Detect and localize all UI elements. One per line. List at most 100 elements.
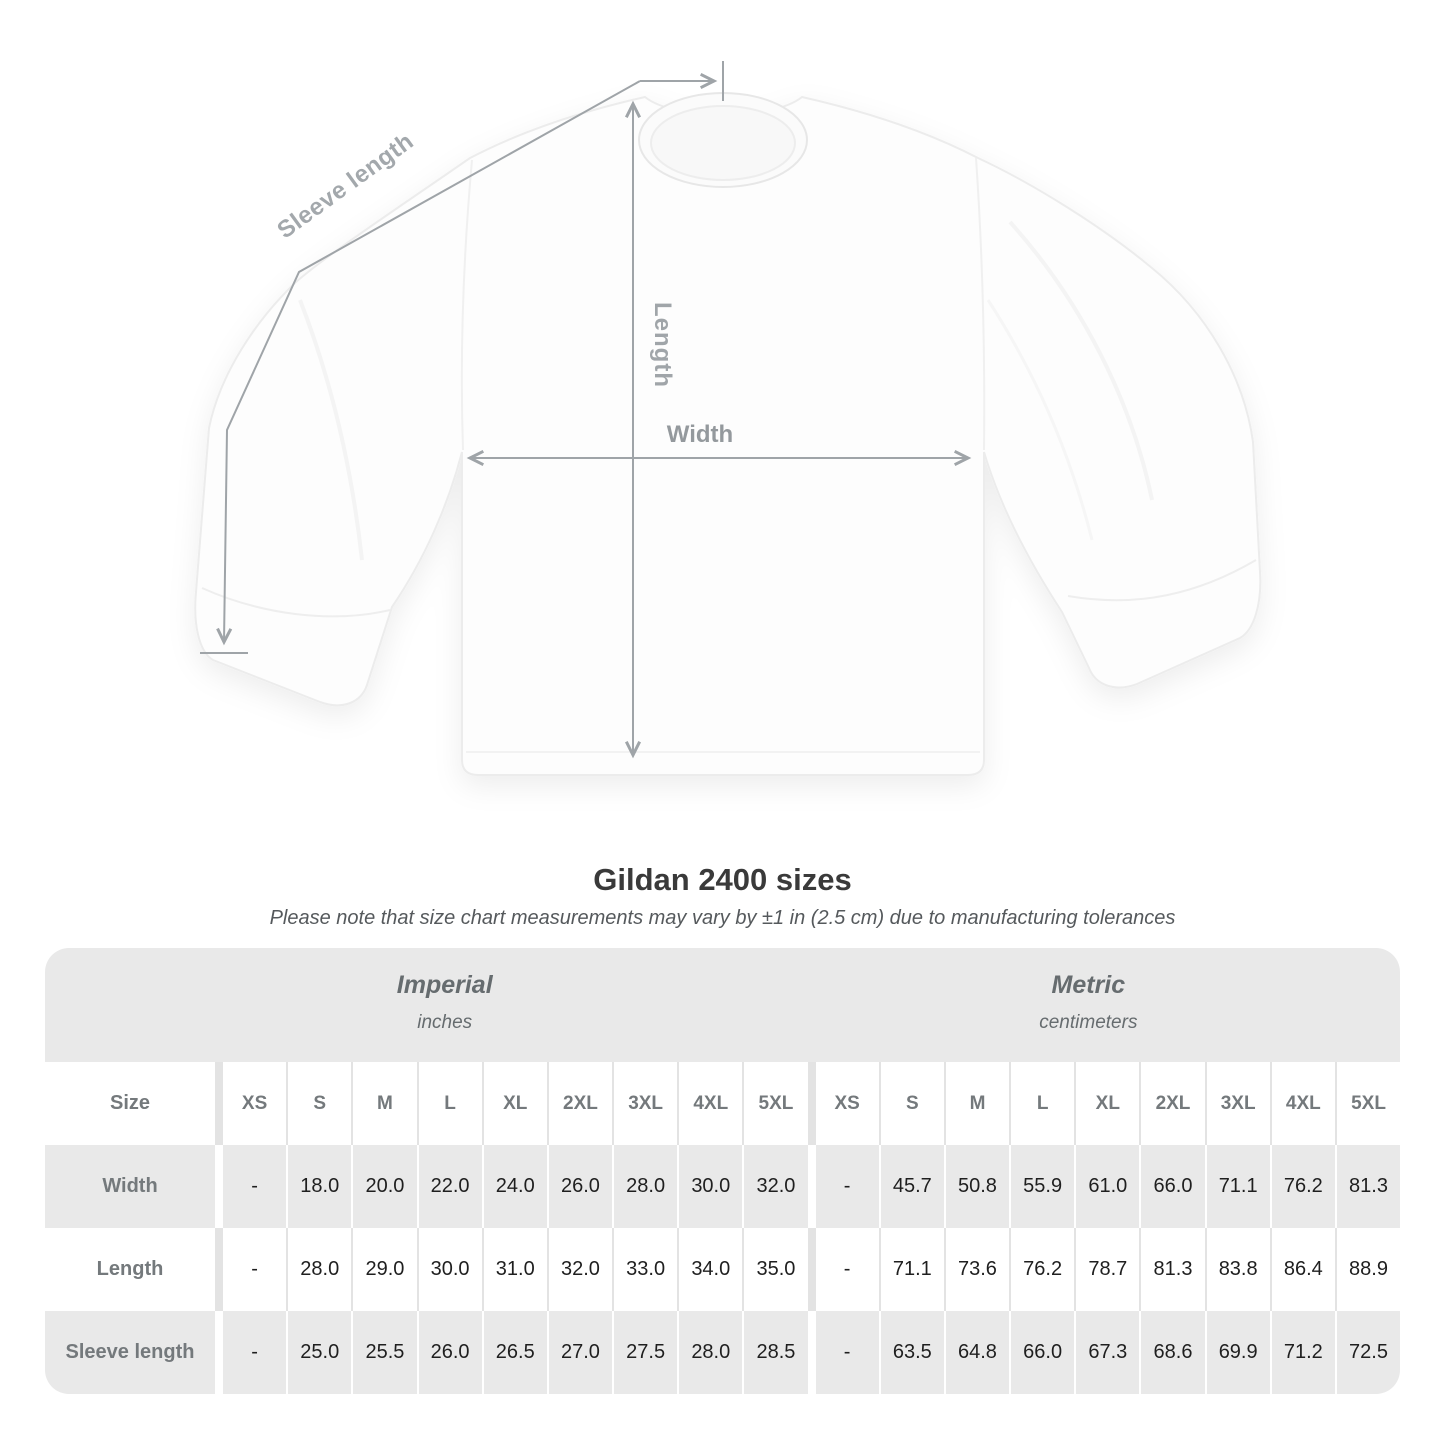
measurement-value-cell: 28.0 [677,1311,742,1394]
size-header-cell: S [878,1062,944,1145]
size-header-cell: 5XL [1334,1062,1400,1145]
column-gap [215,1145,223,1228]
measurement-value-cell: 55.9 [1009,1145,1074,1228]
measurement-value-cell: 88.9 [1334,1228,1400,1311]
column-gap [807,1228,816,1311]
measurement-value-cell: 22.0 [416,1145,482,1228]
column-gap [215,1228,223,1311]
measurement-value-cell: 28.5 [742,1311,807,1394]
size-header-cell: XL [1074,1062,1139,1145]
measurement-value-cell: 31.0 [481,1228,547,1311]
size-row-label: Size [109,1092,151,1114]
measurement-value-cell: 45.7 [878,1145,944,1228]
measurement-value-cell: 78.7 [1074,1228,1139,1311]
column-gap [807,1311,816,1394]
length-label: Length [649,302,676,388]
size-header-cell: 2XL [1139,1062,1204,1145]
measurement-value-cell: 24.0 [481,1145,547,1228]
metric-group-name: Metric [1051,971,1126,999]
measurement-value-cell: 25.0 [286,1311,351,1394]
measurement-value-cell: 81.3 [1139,1228,1204,1311]
measurement-value-cell: 71.1 [878,1228,944,1311]
measurement-value-cell: 27.5 [612,1311,677,1394]
measurement-value-cell: 20.0 [351,1145,416,1228]
size-header-cell: L [1009,1062,1074,1145]
size-header-cell: 4XL [677,1062,742,1145]
table-row: Length - 28.0 29.0 30.0 31.0 32.0 33.0 34.0 35.0 -… [45,1228,1400,1311]
size-header-cell: 5XL [742,1062,807,1145]
size-header-cell: L [416,1062,482,1145]
metric-group-unit: centimeters [1039,1012,1138,1033]
measurement-row-label: Sleeve length [65,1341,195,1363]
measurement-value-cell: 27.0 [546,1311,612,1394]
measurement-value-cell: 26.5 [481,1311,547,1394]
width-label: Width [667,421,733,448]
measurement-value-cell: 72.5 [1334,1311,1400,1394]
measurement-value-cell: 76.2 [1269,1145,1335,1228]
imperial-group-unit: inches [417,1012,473,1033]
size-header-cell: 4XL [1269,1062,1335,1145]
column-gap [215,1062,223,1145]
size-chart-rows: Size XS S M L XL 2XL 3XL 4XL 5XL XS S M L XL 2XL 3XL 4XL 5… [45,1062,1400,1394]
page-title: Gildan 2400 sizes [593,862,852,897]
measurement-value-cell: 66.0 [1009,1311,1074,1394]
measurement-value-cell: 25.5 [351,1311,416,1394]
measurement-value-cell: 29.0 [351,1228,416,1311]
size-header-cell: 3XL [1204,1062,1270,1145]
measurement-value-cell: 68.6 [1139,1311,1204,1394]
measurement-value-cell: 71.2 [1269,1311,1335,1394]
column-gap [215,1311,223,1394]
table-row: Sleeve length -25.0 25.5 26.0 26.5 27.0 27.5 28… [45,1311,1400,1394]
size-header-cell: 2XL [546,1062,612,1145]
column-gap [807,1145,816,1228]
unit-group-band: Imperial inches Metric centimeters [45,948,1400,1062]
measurement-value-cell: 66.0 [1139,1145,1204,1228]
shirt-graphic [194,92,1262,776]
shirt-measurement-diagram: Sleeve length Length Width [194,61,1262,776]
measurement-value-cell: 64.8 [943,1311,1009,1394]
size-header-cell: XS [834,1092,860,1114]
size-chart-table: Imperial inches Metric centimeters Size X… [45,948,1400,1394]
measurement-value-cell: 32.0 [546,1228,612,1311]
size-header-cell: XS [241,1092,268,1114]
tolerance-note: Please note that size chart measurements… [269,907,1176,929]
metric-group-header: Metric centimeters [1039,970,1137,1034]
measurement-value-cell: - [251,1341,258,1363]
measurement-value-cell: 81.3 [1334,1145,1400,1228]
measurement-value-cell: 32.0 [742,1145,807,1228]
measurement-value-cell: - [251,1258,258,1280]
size-header-cell: M [351,1062,416,1145]
measurement-value-cell: 71.1 [1204,1145,1270,1228]
size-header-cell: XL [481,1062,547,1145]
measurement-value-cell: 76.2 [1009,1228,1074,1311]
measurement-row-label: Length [96,1258,164,1280]
measurement-value-cell: 35.0 [742,1228,807,1311]
measurement-value-cell: 63.5 [878,1311,944,1394]
collar-inner [650,105,796,181]
size-header-cell: M [943,1062,1009,1145]
measurement-value-cell: 26.0 [416,1311,482,1394]
column-gap [807,1062,816,1145]
measurement-value-cell: 33.0 [612,1228,677,1311]
measurement-value-cell: 67.3 [1074,1311,1139,1394]
measurement-row-label: Width [102,1175,158,1197]
measurement-value-cell: 18.0 [286,1145,351,1228]
measurement-value-cell: - [843,1175,851,1197]
measurement-value-cell: 34.0 [677,1228,742,1311]
imperial-group-name: Imperial [396,971,493,999]
measurement-value-cell: 28.0 [286,1228,351,1311]
measurement-value-cell: 86.4 [1269,1228,1335,1311]
measurement-value-cell: 30.0 [416,1228,482,1311]
measurement-value-cell: - [843,1341,851,1363]
measurement-value-cell: 50.8 [943,1145,1009,1228]
size-header-cell: 3XL [612,1062,677,1145]
measurement-value-cell: 83.8 [1204,1228,1270,1311]
measurement-value-cell: - [251,1175,258,1197]
measurement-value-cell: 73.6 [943,1228,1009,1311]
measurement-value-cell: - [843,1258,851,1280]
measurement-value-cell: 28.0 [612,1145,677,1228]
sleeve-length-arrow [200,61,724,654]
measurement-value-cell: 26.0 [546,1145,612,1228]
table-row: Width - 18.0 20.0 22.0 24.0 26.0 28.0 30.0 32.0 - 4… [45,1145,1400,1228]
